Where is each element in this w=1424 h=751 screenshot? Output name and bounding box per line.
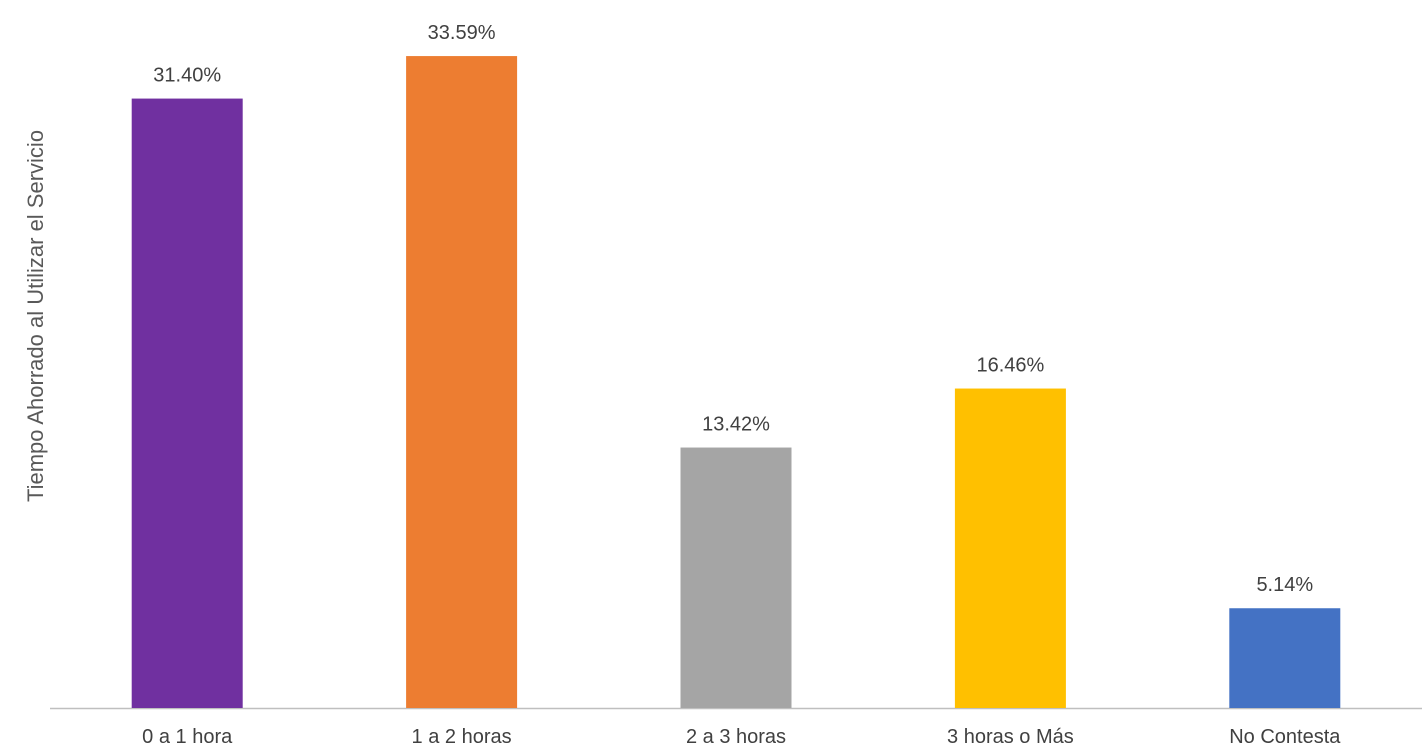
- value-label: 5.14%: [1256, 574, 1313, 596]
- bar-0-a-1-hora: [131, 98, 243, 708]
- bars-group: [131, 56, 1341, 709]
- value-label: 33.59%: [428, 22, 496, 44]
- category-tick-label: 2 a 3 horas: [686, 726, 786, 748]
- category-tick-label: 1 a 2 horas: [412, 726, 512, 748]
- value-label: 31.40%: [153, 65, 221, 87]
- category-tick-label: No Contesta: [1229, 726, 1341, 748]
- bar-no-contesta: [1229, 608, 1341, 708]
- bar-3-horas-o-m-s: [954, 388, 1066, 708]
- value-label: 16.46%: [976, 355, 1044, 377]
- bar-2-a-3-horas: [680, 447, 792, 708]
- category-tick-label: 3 horas o Más: [947, 726, 1074, 748]
- category-ticks-group: 0 a 1 hora 1 a 2 horas 2 a 3 horas 3 horas …: [142, 726, 1341, 748]
- category-tick-label: 0 a 1 hora: [142, 726, 233, 748]
- value-label: 13.42%: [702, 414, 770, 436]
- bar-1-a-2-horas: [406, 56, 518, 709]
- value-labels-group: 31.40% 33.59% 13.42% 16.46% 5.14%: [153, 22, 1313, 596]
